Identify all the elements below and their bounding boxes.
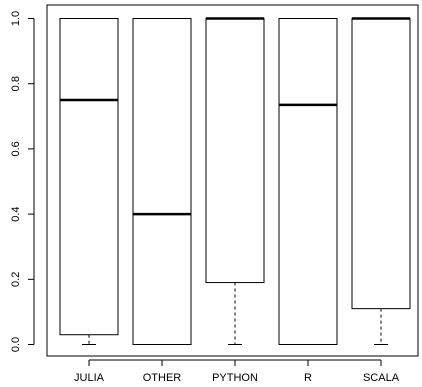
y-tick-label: 1.0 (10, 11, 22, 26)
y-tick-label: 0.0 (10, 337, 22, 352)
y-tick-label: 0.2 (10, 272, 22, 287)
iqr-box (132, 18, 192, 345)
iqr-box (278, 18, 338, 345)
y-tick-label: 0.8 (10, 76, 22, 91)
box-julia (59, 18, 119, 345)
box-other (132, 18, 192, 345)
plot-frame (46, 4, 419, 357)
iqr-box (59, 18, 119, 336)
box-python (205, 17, 265, 345)
y-tick-label: 0.4 (10, 206, 22, 221)
x-tick-label-julia: JULIA (74, 372, 105, 384)
box-r (278, 18, 338, 345)
x-axis-ticks: JULIA OTHER PYTHON R SCALA (74, 360, 400, 384)
boxes-layer (59, 17, 411, 345)
box-scala (351, 17, 411, 345)
x-tick-label-scala: SCALA (363, 372, 400, 384)
x-tick-label-r: R (304, 372, 312, 384)
y-tick-label: 0.6 (10, 141, 22, 156)
y-axis-ticks: 0.0 0.2 0.4 0.6 0.8 1.0 (10, 11, 34, 352)
x-tick-label-other: OTHER (143, 372, 182, 384)
x-tick-label-python: PYTHON (212, 372, 258, 384)
